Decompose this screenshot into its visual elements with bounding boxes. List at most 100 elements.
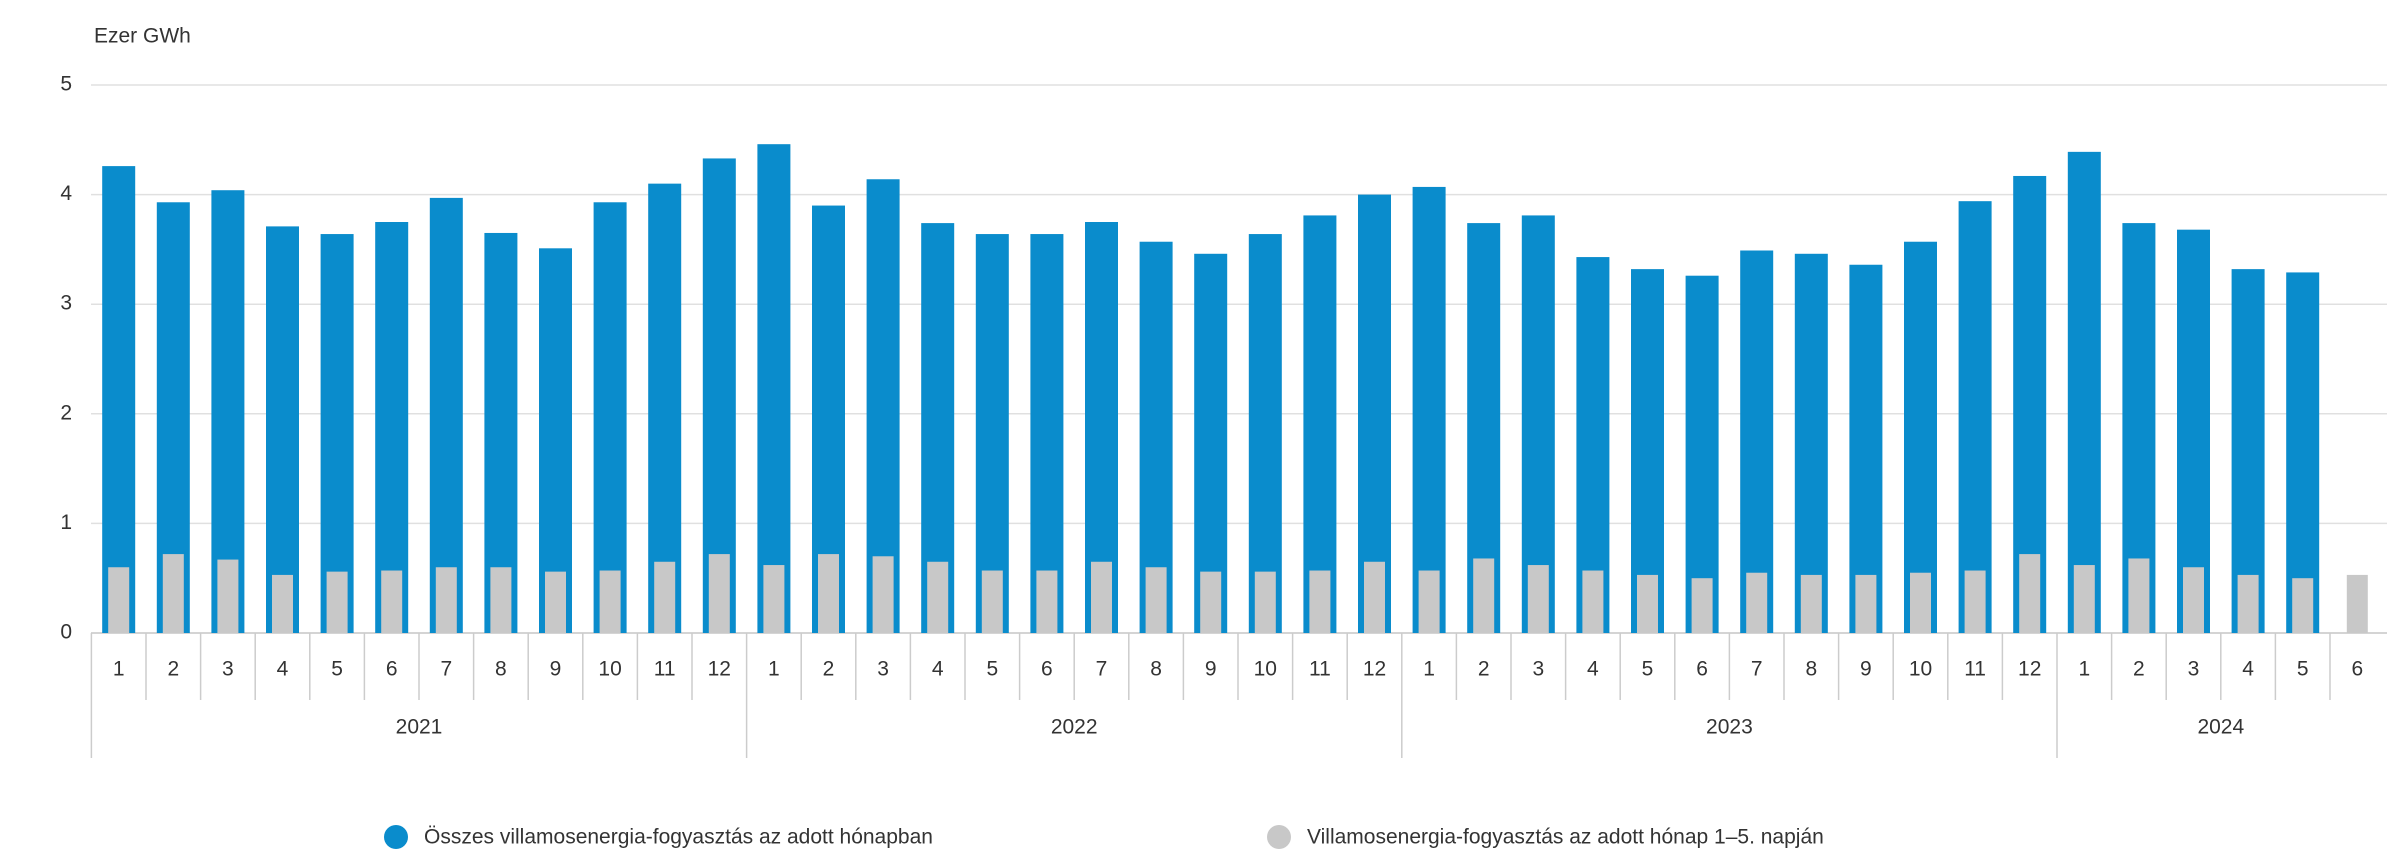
bar [1527, 565, 1549, 633]
bar [2128, 558, 2150, 633]
bar [872, 556, 894, 633]
y-tick-label: 1 [60, 511, 72, 534]
x-tick-label: 4 [1587, 658, 1599, 681]
y-tick-label: 0 [60, 621, 72, 644]
legend-swatch [1267, 825, 1291, 849]
x-group-label: 2021 [396, 716, 443, 739]
bar [484, 232, 518, 633]
x-tick-label: 10 [598, 658, 621, 681]
bar [2286, 272, 2320, 633]
y-tick-label: 4 [60, 182, 72, 205]
x-tick-label: 10 [1254, 658, 1277, 681]
bar [266, 226, 299, 633]
x-tick-label: 5 [2297, 658, 2309, 681]
x-tick-label: 12 [1363, 658, 1386, 681]
bar [1855, 574, 1877, 633]
bar [1576, 257, 1610, 633]
x-tick-label: 9 [1205, 658, 1217, 681]
x-tick-label: 2 [167, 658, 179, 681]
bar [326, 571, 348, 633]
bar [2019, 554, 2041, 633]
bar [1364, 561, 1385, 633]
bar [1473, 558, 1495, 633]
bar [927, 561, 949, 633]
bar [1194, 253, 1228, 633]
bar [211, 190, 245, 633]
bar [1248, 234, 1282, 633]
bar [2346, 574, 2368, 633]
bar [1030, 234, 1064, 633]
bar [763, 565, 785, 633]
x-tick-label: 8 [1805, 658, 1817, 681]
bar [102, 166, 136, 633]
bar [981, 570, 1003, 633]
bar [1631, 269, 1664, 633]
bar [1358, 194, 1391, 633]
bar [1910, 572, 1931, 633]
bar [1794, 253, 1828, 633]
bar [1036, 570, 1058, 633]
bar [2073, 565, 2095, 633]
bar [708, 554, 730, 633]
y-tick-label: 2 [60, 401, 72, 424]
x-tick-label: 12 [708, 658, 731, 681]
x-tick-label: 7 [1096, 658, 1108, 681]
y-tick-label: 3 [60, 292, 72, 315]
x-tick-label: 11 [654, 658, 676, 681]
bar [539, 248, 572, 633]
x-tick-label: 1 [2078, 658, 2090, 681]
bar [593, 202, 627, 633]
x-tick-label: 6 [1041, 658, 1053, 681]
x-tick-label: 5 [986, 658, 998, 681]
bar [757, 144, 791, 633]
bar [381, 570, 403, 633]
x-tick-label: 9 [1860, 658, 1872, 681]
bar [1849, 264, 1883, 633]
bar [702, 158, 736, 633]
x-tick-label: 5 [1642, 658, 1654, 681]
x-tick-label: 1 [1423, 658, 1435, 681]
y-tick-label: 5 [60, 73, 72, 96]
x-tick-label: 6 [386, 658, 398, 681]
bar [1691, 578, 1713, 633]
x-tick-label: 2 [2133, 658, 2145, 681]
bar [2292, 578, 2314, 633]
bar [2237, 574, 2259, 633]
bar [1958, 201, 1992, 633]
x-tick-label: 8 [1150, 658, 1162, 681]
bar [1964, 570, 1986, 633]
x-tick-label: 4 [277, 658, 289, 681]
x-tick-label: 11 [1964, 658, 1986, 681]
bar [1740, 250, 1774, 633]
x-tick-label: 8 [495, 658, 507, 681]
bar [654, 561, 676, 633]
bar [272, 574, 293, 633]
bar [1418, 570, 1440, 633]
bar [1582, 570, 1604, 633]
bar [1412, 186, 1446, 634]
legend-swatch [384, 825, 408, 849]
x-tick-label: 3 [877, 658, 889, 681]
x-tick-label: 7 [1751, 658, 1763, 681]
bar [320, 234, 354, 633]
x-group-label: 2022 [1051, 716, 1098, 739]
bar [818, 554, 839, 633]
bar [2177, 229, 2210, 633]
x-tick-label: 3 [1532, 658, 1544, 681]
bar [648, 183, 682, 633]
x-tick-label: 3 [2188, 658, 2200, 681]
bar [1254, 571, 1276, 633]
bar [1303, 215, 1337, 633]
x-group-label: 2024 [2197, 716, 2244, 739]
x-tick-label: 2 [1478, 658, 1490, 681]
bar [435, 567, 457, 633]
bar [2183, 567, 2204, 633]
bar [490, 567, 512, 633]
x-tick-label: 1 [768, 658, 780, 681]
bar [1200, 571, 1222, 633]
x-tick-label: 3 [222, 658, 234, 681]
x-tick-label: 5 [331, 658, 343, 681]
bar [108, 567, 130, 633]
